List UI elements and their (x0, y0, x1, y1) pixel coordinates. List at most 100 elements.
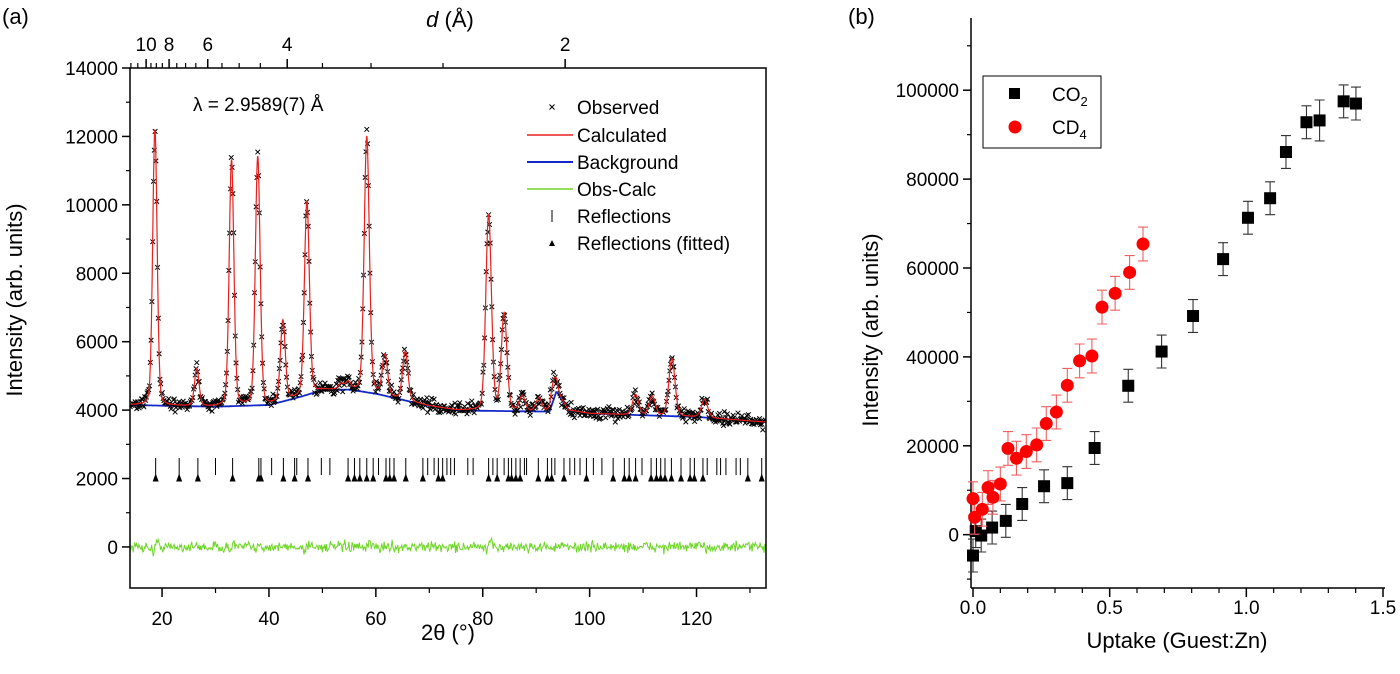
data-point-cd4 (1060, 378, 1074, 392)
observed-point (724, 411, 731, 417)
observed-point (272, 398, 279, 404)
data-point-co2 (1122, 379, 1135, 392)
observed-point (194, 359, 200, 366)
legend-label: Obs-Calc (577, 180, 656, 201)
observed-point (136, 405, 142, 411)
data-point-cd4 (975, 502, 989, 516)
data-point-co2 (1300, 116, 1313, 129)
y-tick-label: 4000 (76, 401, 118, 422)
reflection-fitted-marker (632, 473, 639, 482)
data-point-co2 (1313, 114, 1326, 127)
observed-point (590, 413, 597, 420)
reflection-fitted-marker (439, 473, 446, 482)
reflection-fitted-marker (661, 473, 668, 482)
reflection-fitted-marker (626, 473, 633, 482)
y-tick-label: 6000 (76, 333, 118, 354)
data-point-cd4 (1009, 451, 1023, 465)
reflection-fitted-marker (345, 473, 352, 482)
observed-point (598, 415, 604, 421)
data-point-cd4 (966, 492, 980, 506)
plot-frame (129, 67, 767, 589)
observed-point (571, 415, 578, 421)
observed-point (708, 410, 715, 416)
observed-point (527, 412, 533, 418)
reflection-fitted-marker (687, 473, 694, 482)
observed-point (364, 126, 370, 133)
observed-point (603, 415, 609, 421)
x-tick-label: 80 (472, 609, 493, 630)
observed-point (647, 393, 654, 400)
observed-point (296, 390, 303, 396)
reflection-fitted-marker (653, 473, 660, 482)
reflection-fitted-marker (435, 473, 442, 482)
x-tick-label: 0.5 (1096, 598, 1122, 619)
y-tick-label: 100000 (896, 81, 959, 102)
reflection-fitted-marker (544, 473, 551, 482)
x-tick-label: 100 (574, 609, 606, 630)
observed-point (209, 408, 215, 414)
observed-point (745, 412, 752, 418)
legend-cd4-marker (1008, 120, 1022, 134)
y-axis-label: Intensity (arb. units) (2, 203, 27, 396)
plot-area-b: 0.0 0.5 1.0 1.5 0 20000 40000 60000 80000 100000 (896, 18, 1396, 619)
observed-point (691, 418, 698, 425)
observed-point (336, 382, 343, 389)
observed-point (311, 376, 317, 383)
reflection-fitted-marker (494, 473, 501, 482)
observed-point (545, 408, 551, 415)
observed-point (317, 380, 323, 386)
reflection-fitted-marker (257, 473, 264, 482)
reflection-fitted-marker (560, 473, 567, 482)
observed-point (355, 383, 361, 389)
observed-point (721, 409, 727, 415)
y-tick-label: 0 (948, 526, 959, 547)
data-point-co2 (1349, 97, 1362, 110)
data-point-co2 (1279, 146, 1292, 158)
observed-point (340, 389, 346, 395)
observed-point (727, 421, 733, 427)
reflection-fitted-marker (678, 473, 685, 482)
observed-point (590, 407, 596, 414)
observed-point (735, 410, 741, 416)
observed-point (166, 396, 172, 402)
reflection-fitted-marker (610, 473, 617, 482)
x-tick-label: 0.0 (960, 598, 986, 619)
y-tick-label: 12000 (65, 127, 118, 148)
legend: Observed Calculated Background Obs-Calc Refl… (527, 98, 730, 255)
observed-point (512, 411, 518, 417)
legend-label-subscript: 4 (1079, 127, 1086, 142)
observed-point (449, 402, 455, 408)
reflection-fitted-marker (356, 473, 363, 482)
top-tick-label: 2 (560, 35, 571, 56)
y-tick-label: 60000 (906, 259, 959, 280)
reflection-fitted-marker (485, 473, 492, 482)
top-tick-label: 8 (164, 35, 175, 56)
top-axis-label: d (Å) (426, 7, 474, 32)
panel-b-label: (b) (848, 4, 875, 29)
data-point-co2 (1264, 192, 1277, 205)
reflection-fitted-marker (517, 473, 524, 482)
y-tick-label: 0 (107, 538, 118, 559)
legend-label-cd4: CD4 (1052, 118, 1087, 142)
observed-point (716, 410, 723, 417)
observed-point (518, 404, 524, 410)
reflection-fitted-marker (402, 473, 409, 482)
top-tick-label: 6 (202, 35, 213, 56)
reflection-fitted-marker (152, 473, 159, 482)
y-tick-label: 80000 (906, 170, 959, 191)
data-point-cd4 (986, 490, 1000, 504)
legend-label: Observed (577, 98, 659, 119)
observed-point (401, 346, 408, 352)
reflection-fitted-marker (419, 473, 426, 482)
y-tick-label: 10000 (65, 196, 118, 217)
x-tick-label: 40 (258, 609, 279, 630)
observed-point (168, 406, 174, 412)
reflection-fitted-marker (512, 473, 519, 482)
calculated-curve (130, 129, 766, 423)
legend-label: Calculated (577, 126, 667, 147)
legend-observed-marker (549, 104, 555, 110)
observed-point (396, 395, 402, 402)
data-point-cd4 (1001, 441, 1015, 455)
